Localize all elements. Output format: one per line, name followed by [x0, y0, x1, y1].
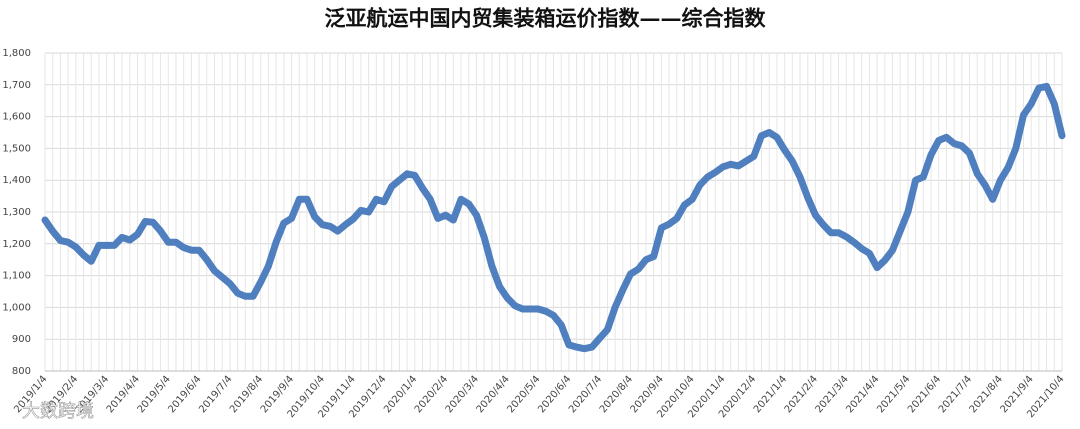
watermark: 大数跨境 [22, 401, 94, 422]
y-tick-label: 1,400 [2, 175, 31, 186]
y-tick-label: 1,600 [2, 112, 31, 123]
plot [41, 82, 1066, 353]
y-tick-label: 1,800 [2, 48, 31, 59]
y-tick-label: 800 [12, 366, 31, 377]
y-tick-label: 1,200 [2, 239, 31, 250]
y-tick-label: 1,500 [2, 143, 31, 154]
y-tick-label: 900 [12, 334, 31, 345]
series-line [41, 82, 1066, 353]
y-tick-label: 1,700 [2, 80, 31, 91]
y-tick-label: 1,000 [2, 302, 31, 313]
y-tick-label: 1,100 [2, 271, 31, 282]
y-tick-label: 1,300 [2, 207, 31, 218]
chart-title: 泛亚航运中国内贸集装箱运价指数——综合指数 [325, 6, 767, 31]
